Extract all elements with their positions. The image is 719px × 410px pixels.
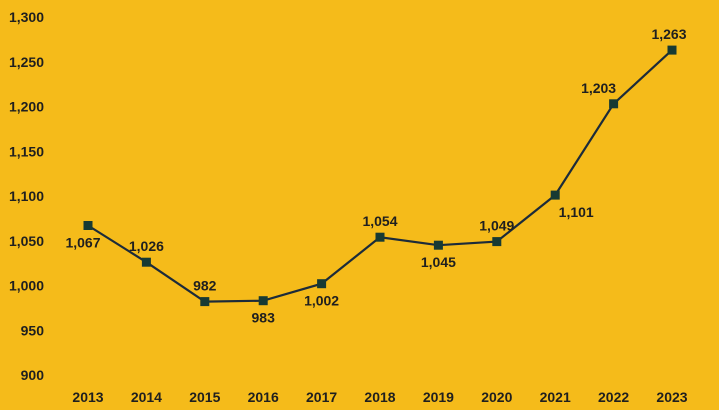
data-point [317, 279, 327, 289]
data-label: 1,263 [651, 26, 686, 42]
x-tick-label: 2015 [189, 389, 220, 405]
data-label: 1,101 [559, 204, 594, 220]
x-tick-label: 2019 [423, 389, 454, 405]
y-tick-label: 1,300 [9, 9, 44, 25]
data-point [83, 221, 93, 230]
y-tick-label: 1,200 [9, 99, 44, 115]
x-tick-label: 2018 [364, 389, 395, 405]
data-point [200, 297, 210, 307]
y-axis: 900 950 1,000 1,050 1,100 1,150 1,200 1,250 1,30… [9, 9, 44, 383]
data-labels: 1,067 1,026 982 983 1,002 1,054 1,045 1,049 1,10… [65, 26, 686, 326]
x-tick-label: 2013 [72, 389, 103, 405]
x-tick-label: 2017 [306, 389, 337, 405]
x-tick-label: 2016 [248, 389, 279, 405]
y-tick-label: 900 [21, 367, 45, 383]
data-label: 983 [252, 310, 276, 326]
y-tick-label: 950 [21, 322, 45, 338]
y-tick-label: 1,150 [9, 143, 44, 159]
x-tick-label: 2020 [481, 389, 512, 405]
y-tick-label: 1,050 [9, 233, 44, 249]
data-label: 982 [193, 278, 217, 294]
data-label: 1,054 [362, 213, 397, 229]
data-label: 1,203 [581, 80, 616, 96]
data-point [141, 257, 151, 267]
data-point [550, 190, 560, 200]
x-tick-label: 2014 [131, 389, 162, 405]
y-tick-label: 1,000 [9, 278, 44, 294]
data-point [258, 296, 268, 306]
y-tick-label: 1,250 [9, 54, 44, 70]
data-label: 1,045 [421, 254, 456, 270]
data-point [667, 45, 677, 55]
series-markers [83, 45, 677, 307]
x-tick-label: 2022 [598, 389, 629, 405]
x-axis: 2013 2014 2015 2016 2017 2018 2019 2020 2021 2022… [72, 389, 687, 405]
y-tick-label: 1,100 [9, 188, 44, 204]
x-tick-label: 2023 [656, 389, 687, 405]
data-label: 1,067 [65, 235, 100, 251]
data-label: 1,026 [129, 238, 164, 254]
x-tick-label: 2021 [540, 389, 571, 405]
data-point [609, 99, 619, 109]
data-label: 1,002 [304, 293, 339, 309]
data-label: 1,049 [479, 218, 514, 234]
data-point [433, 240, 443, 250]
data-point [492, 237, 502, 247]
data-point [375, 232, 385, 242]
